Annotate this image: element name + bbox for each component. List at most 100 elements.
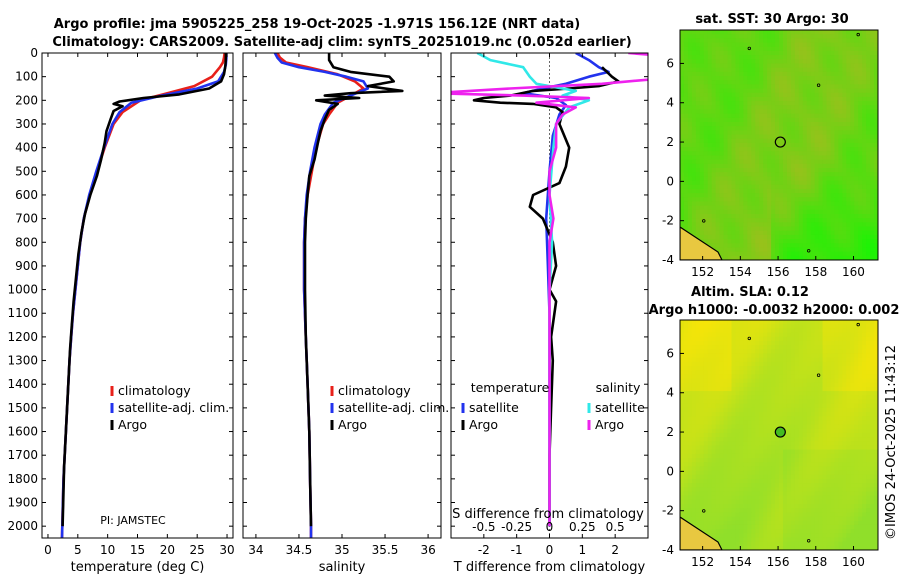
map-cell <box>866 193 871 198</box>
map-cell <box>806 180 812 186</box>
map-cell <box>790 437 796 442</box>
map-cell <box>854 470 859 476</box>
map-cell <box>814 71 820 77</box>
map-cell <box>743 391 748 396</box>
map-cell <box>786 55 792 60</box>
map-cell <box>719 251 725 257</box>
map-cell <box>743 424 748 430</box>
map-cell <box>782 247 788 253</box>
map-cell <box>854 71 859 77</box>
map-cell <box>687 453 693 459</box>
map-cell <box>763 163 768 169</box>
map-cell <box>771 424 776 430</box>
map-cell <box>874 142 878 148</box>
map-cell <box>699 113 705 119</box>
map-cell <box>870 142 875 148</box>
map-cell <box>779 395 784 401</box>
map-cell <box>735 441 740 447</box>
map-cell <box>810 122 816 127</box>
map-cell <box>862 126 867 131</box>
map-cell <box>711 226 717 232</box>
map-cell <box>834 126 839 131</box>
map-cell <box>771 88 776 94</box>
map-cell <box>723 168 729 173</box>
map-cell <box>691 412 697 417</box>
map-cell <box>822 76 828 81</box>
map-cell <box>771 109 776 115</box>
map-cell <box>735 209 740 215</box>
map-cell <box>695 386 701 392</box>
map-cell <box>838 420 843 426</box>
map-cell <box>846 71 851 77</box>
map-cell <box>870 420 875 426</box>
map-cell <box>810 222 816 228</box>
map-cell <box>822 340 828 346</box>
map-cell <box>727 50 733 56</box>
map-cell <box>711 214 717 219</box>
map-cell <box>794 403 800 409</box>
map-cell <box>798 218 804 223</box>
map-cell <box>703 197 709 203</box>
map-cell <box>786 226 792 232</box>
map-cell <box>854 399 859 405</box>
map-cell <box>771 474 776 480</box>
map-cell <box>786 320 792 325</box>
map-cell <box>798 76 804 81</box>
map-cell <box>747 412 752 417</box>
map-cell <box>834 147 839 152</box>
map-cell <box>755 449 760 455</box>
map-cell <box>683 63 689 69</box>
map-cell <box>826 462 832 467</box>
map-cell <box>727 386 733 392</box>
map-cell <box>830 230 836 236</box>
map-cell <box>874 395 878 401</box>
map-cell <box>680 105 685 111</box>
map-cell <box>850 320 855 325</box>
map-cell <box>834 374 839 380</box>
map-cell <box>779 105 784 111</box>
map-cell <box>723 84 729 90</box>
map-cell <box>874 117 878 123</box>
map-cell <box>747 407 752 413</box>
map-cell <box>806 222 812 228</box>
map-cell <box>699 432 705 438</box>
map-cell <box>866 407 871 413</box>
map-cell <box>846 395 851 401</box>
map-cell <box>759 63 764 69</box>
map-cell <box>680 46 685 52</box>
map-cell <box>771 55 776 60</box>
map-cell <box>806 340 812 346</box>
map-cell <box>723 357 729 363</box>
map-cell <box>687 353 693 359</box>
map-cell <box>822 138 828 144</box>
map-cell <box>763 138 768 144</box>
map-cell <box>846 205 851 211</box>
map-cell <box>814 222 820 228</box>
map-cell <box>763 357 768 363</box>
map-cell <box>759 113 764 119</box>
map-cell <box>814 63 820 69</box>
map-cell <box>786 218 792 223</box>
map-cell <box>747 155 752 161</box>
map-cell <box>814 462 820 467</box>
map-cell <box>699 345 705 350</box>
map-cell <box>794 205 800 211</box>
map-cell <box>794 399 800 405</box>
map-cell <box>870 214 875 219</box>
map-cell <box>739 357 744 363</box>
map-cell <box>822 239 828 244</box>
map-cell <box>802 67 808 73</box>
map-cell <box>755 105 760 111</box>
map-cell <box>779 230 784 236</box>
map-cell <box>818 462 824 467</box>
map-cell <box>775 113 780 119</box>
map-cell <box>782 88 788 94</box>
map-cell <box>695 147 701 152</box>
map-cell <box>838 209 843 215</box>
map-cell <box>802 324 808 329</box>
map-cell <box>842 428 847 434</box>
map-cell <box>838 399 843 405</box>
map-cell <box>747 147 752 152</box>
map-cell <box>715 201 721 207</box>
map-cell <box>703 138 709 144</box>
